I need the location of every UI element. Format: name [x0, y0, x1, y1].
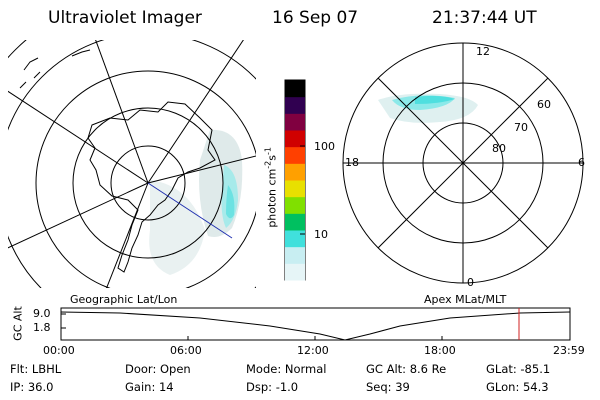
spacecraft-look-line — [147, 182, 233, 239]
colorbar-stripe — [285, 146, 305, 164]
observation-time: 21:37:44 UT — [432, 8, 537, 28]
apex-caption: Apex MLat/MLT — [424, 293, 507, 306]
xtick-1200: 12:00 — [297, 344, 329, 357]
geographic-map — [8, 40, 256, 288]
colorbar-stripe — [285, 80, 305, 98]
colorbar — [284, 79, 306, 281]
mlt-6-label: 6 — [578, 156, 585, 169]
geo-caption: Geographic Lat/Lon — [70, 293, 178, 306]
status-door: Door: Open — [125, 362, 191, 376]
geo-latitude-circles — [8, 40, 256, 288]
status-seq: Seq: 39 — [366, 380, 410, 394]
status-gain: Gain: 14 — [125, 380, 174, 394]
geo-aurora-emission — [149, 129, 243, 275]
mlat-80-label: 80 — [492, 142, 506, 155]
colorbar-stripe — [285, 130, 305, 148]
colorbar-stripe — [285, 196, 305, 214]
apex-map — [342, 42, 584, 284]
mlt-0-label: 0 — [467, 276, 474, 289]
mlt-meridians — [343, 43, 583, 283]
ytick-1-8: 1.8 — [33, 321, 51, 334]
mlat-70-label: 70 — [514, 121, 528, 134]
xtick-0600: 06:00 — [170, 344, 202, 357]
mlt-18-label: 18 — [345, 156, 359, 169]
colorbar-stripe — [285, 180, 305, 198]
colorbar-stripe — [285, 246, 305, 264]
colorbar-tick-100: 100 — [314, 140, 335, 153]
status-glat: GLat: -85.1 — [486, 362, 551, 376]
geo-coastlines — [19, 49, 91, 89]
status-glon: GLon: 54.3 — [486, 380, 549, 394]
mlt-12-label: 12 — [476, 45, 490, 58]
colorbar-stripe — [285, 96, 305, 114]
gc-alt-ylabel: GC Alt — [11, 306, 25, 341]
colorbar-stripe — [285, 113, 305, 131]
colorbar-tick-10: 10 — [314, 228, 328, 241]
status-ip: IP: 36.0 — [10, 380, 54, 394]
altitude-curve — [60, 311, 571, 341]
xtick-0000: 00:00 — [43, 344, 75, 357]
geo-longitude-lines — [8, 40, 256, 288]
status-gc-alt: GC Alt: 8.6 Re — [366, 362, 447, 376]
colorbar-stripe — [285, 230, 305, 248]
altitude-plot — [60, 307, 571, 341]
xtick-1800: 18:00 — [424, 344, 456, 357]
colorbar-stripe — [285, 263, 305, 281]
mlat-60-label: 60 — [537, 98, 551, 111]
instrument-title: Ultraviolet Imager — [48, 8, 202, 28]
status-filter: Flt: LBHL — [10, 362, 62, 376]
xtick-2359: 23:59 — [553, 344, 585, 357]
colorbar-stripe — [285, 213, 305, 231]
colorbar-stripe — [285, 163, 305, 181]
antarctica-outline — [87, 101, 216, 273]
status-mode: Mode: Normal — [246, 362, 327, 376]
status-dsp: Dsp: -1.0 — [246, 380, 299, 394]
colorbar-units-label: photon cm-2s-1 — [263, 147, 279, 228]
observation-date: 16 Sep 07 — [272, 8, 359, 28]
ytick-9: 9.0 — [33, 307, 51, 320]
